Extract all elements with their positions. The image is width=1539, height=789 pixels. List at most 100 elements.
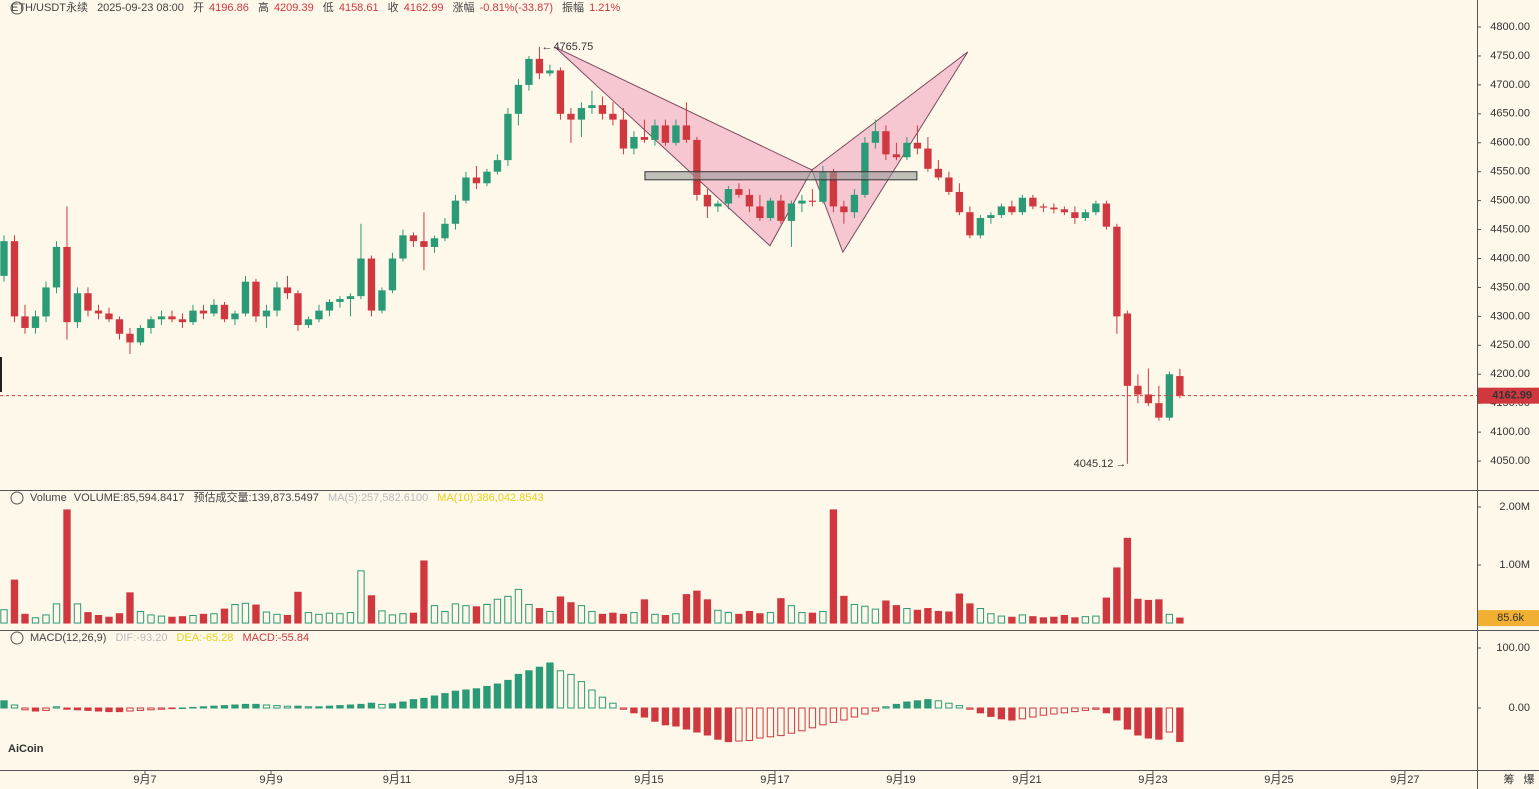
volume-bar xyxy=(1144,599,1153,624)
macd-bar xyxy=(304,706,313,709)
candle-body xyxy=(1176,376,1184,396)
macd-bar xyxy=(441,693,449,709)
volume-bar xyxy=(73,603,82,624)
macd-bar xyxy=(598,696,607,709)
candle-body xyxy=(273,287,281,311)
side-button[interactable]: 爆 xyxy=(1524,772,1535,786)
candle-body xyxy=(315,310,323,320)
candle-body xyxy=(661,125,670,143)
macd-bar xyxy=(714,707,722,740)
volume-bar xyxy=(409,612,418,624)
volume-bar xyxy=(892,605,901,624)
volume-bar xyxy=(493,598,502,624)
x-tick-label: 9月7 xyxy=(133,774,156,786)
y-tick-label: 4800.00 xyxy=(1490,21,1530,33)
volume-header: Volume VOLUME:85,594.8417 预估成交量:139,873.… xyxy=(30,490,544,504)
x-tick-label: 9月25 xyxy=(1264,774,1293,786)
macd-bar xyxy=(1081,707,1090,711)
x-tick-label: 9月19 xyxy=(886,774,915,786)
high-label: 高 xyxy=(258,0,269,14)
volume-bar xyxy=(1176,617,1184,624)
volume-bar xyxy=(388,614,397,624)
candle-body xyxy=(147,319,155,328)
macd-bar xyxy=(472,688,481,709)
amplitude-label: 振幅 xyxy=(562,0,584,14)
candle-body xyxy=(945,177,953,192)
macd-bar xyxy=(672,707,680,727)
side-button[interactable]: 筹 xyxy=(1504,772,1515,786)
macd-bar xyxy=(0,700,8,709)
candle-body xyxy=(325,301,334,311)
candle-body xyxy=(357,258,365,297)
volume-bar xyxy=(819,610,827,624)
macd-bar xyxy=(189,706,197,709)
macd-bar xyxy=(136,707,145,711)
macd-bar xyxy=(808,707,817,729)
macd-bar xyxy=(1008,707,1016,721)
volume-bar xyxy=(682,594,691,624)
candle-body xyxy=(105,313,113,320)
macd-bar xyxy=(367,702,376,709)
volume-bar xyxy=(462,605,470,624)
volume-bar xyxy=(21,613,29,624)
macd-bar xyxy=(451,690,460,709)
volume-bar xyxy=(745,610,754,624)
candle-body xyxy=(483,171,491,184)
macd-bar xyxy=(126,707,134,712)
macd-bar xyxy=(157,707,166,710)
open-value: 4196.86 xyxy=(209,2,249,14)
candle-body xyxy=(199,310,208,314)
volume-bar xyxy=(304,612,313,624)
volume-bar xyxy=(1029,616,1037,624)
collapse-icons[interactable] xyxy=(10,1,24,645)
volume-bar xyxy=(315,613,323,624)
macd-bar xyxy=(514,673,523,709)
x-tick-label: 9月11 xyxy=(383,774,412,786)
y-tick-label: 4400.00 xyxy=(1490,252,1530,264)
macd-bar xyxy=(787,707,796,734)
volume-ma5: MA(5):257,582.6100 xyxy=(328,492,428,504)
volume-bar xyxy=(52,603,61,624)
volume-bar xyxy=(525,603,533,624)
macd-header: MACD(12,26,9) DIF:-93.20 DEA:-65.28 MACD… xyxy=(30,632,309,644)
y-tick-label: 2.00M xyxy=(1499,501,1530,513)
y-tick-label: 4650.00 xyxy=(1490,108,1530,120)
macd-bar xyxy=(997,707,1006,720)
candle-body xyxy=(241,281,250,314)
macd-bar xyxy=(955,705,964,709)
candle-body xyxy=(52,246,61,288)
candle-body xyxy=(1155,403,1163,418)
volume-bar xyxy=(10,579,19,624)
macd-bar xyxy=(168,707,176,710)
macd-bar xyxy=(577,681,586,709)
macd-bar xyxy=(1029,707,1037,718)
candle-body xyxy=(777,200,785,221)
volume-bar xyxy=(1008,616,1016,624)
candle-body xyxy=(1050,207,1058,210)
macd-bar xyxy=(31,707,40,712)
candle-body xyxy=(1113,226,1121,317)
volume-tag-label: 85.6k xyxy=(1497,612,1524,624)
volume-bar xyxy=(535,608,544,624)
macd-bar xyxy=(640,707,649,718)
macd-bar xyxy=(462,689,470,709)
low-annotation: 4045.12 xyxy=(1074,458,1114,470)
candle-body xyxy=(630,136,638,149)
last-price-tag xyxy=(1478,387,1539,404)
volume-bar xyxy=(882,600,890,624)
macd-bar xyxy=(924,699,932,709)
header: ETH/USDT永续 2025-09-23 08:00 开 4196.86 高 … xyxy=(11,0,621,14)
volume-bar xyxy=(346,612,355,624)
macd-bar xyxy=(147,707,155,711)
candle-body xyxy=(588,105,596,109)
macd-bar xyxy=(294,705,302,709)
volume-bar xyxy=(724,612,733,624)
volume-bar xyxy=(504,595,512,624)
volume-bar xyxy=(94,614,103,624)
volume-bar xyxy=(0,609,8,624)
candle-body xyxy=(756,206,764,219)
macd-bar xyxy=(619,707,628,710)
x-tick-label: 9月23 xyxy=(1138,774,1167,786)
candle-body xyxy=(1071,212,1079,219)
